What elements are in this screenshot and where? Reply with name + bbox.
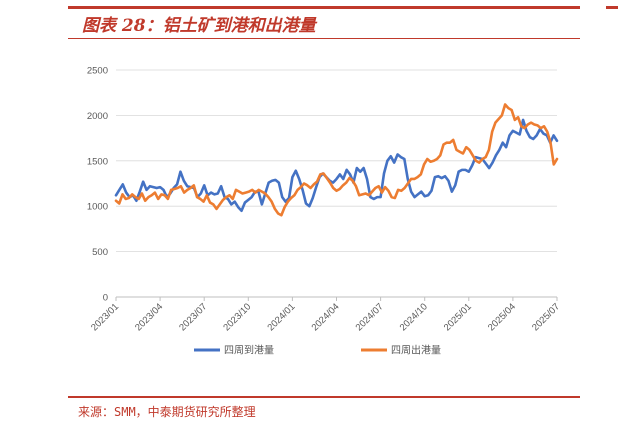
title-top-rule [68, 6, 580, 9]
source-note: 来源：SMM，中泰期货研究所整理 [78, 405, 256, 419]
axes [115, 296, 558, 301]
series-departure-line [114, 103, 559, 217]
y-tick-label: 2000 [87, 111, 108, 122]
figure-title-bar: 图表 28：铝土矿到港和出港量 [68, 6, 580, 39]
y-tick-label: 1500 [87, 156, 108, 167]
figure-title: 图表 28：铝土矿到港和出港量 [82, 16, 316, 36]
bottom-rule [68, 396, 580, 398]
y-tick-label: 0 [103, 293, 108, 304]
legend-label: 四周到港量 [224, 345, 274, 357]
x-tick-label: 2024/01 [265, 301, 297, 333]
x-tick-label: 2025/07 [530, 301, 562, 333]
y-tick-label: 1000 [87, 202, 108, 213]
y-tick-label: 500 [92, 247, 108, 258]
series-arrival-line [114, 118, 559, 213]
x-tick-label: 2023/04 [133, 301, 165, 333]
y-tick-label: 2500 [87, 66, 108, 77]
x-tick-label: 2023/01 [89, 301, 121, 333]
x-tick-label: 2025/04 [486, 301, 518, 333]
line-chart: 0 500 1000 1500 2000 2500 2023/01 2023/04 2023/0… [87, 66, 562, 357]
x-tick-label: 2024/04 [310, 301, 342, 333]
grid-lines [116, 69, 557, 253]
x-tick-label: 2024/07 [354, 301, 386, 333]
adjacent-panel-rule [606, 6, 618, 9]
x-tick-label: 2024/10 [398, 301, 430, 333]
x-tick-label: 2023/10 [221, 301, 253, 333]
series-lines [114, 103, 559, 217]
x-tick-label: 2023/07 [177, 301, 209, 333]
legend: 四周到港量 四周出港量 [194, 344, 441, 357]
x-tick-label: 2025/01 [442, 301, 474, 333]
legend-label: 四周出港量 [391, 344, 441, 357]
